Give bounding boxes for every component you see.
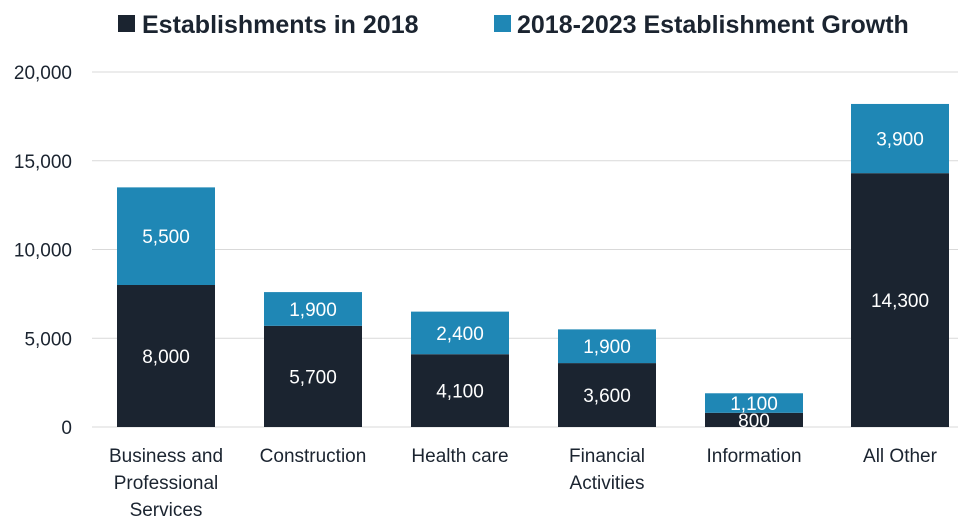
data-label: 1,900 (289, 300, 337, 321)
x-tick-label: Activities (570, 473, 645, 494)
x-tick-label: All Other (863, 446, 938, 467)
bar-segment-0-4 (705, 412, 803, 427)
data-label: 14,300 (871, 291, 929, 312)
legend-swatch-1 (494, 15, 511, 32)
y-tick-label: 5,000 (24, 329, 72, 350)
data-label: 4,100 (436, 382, 484, 403)
x-tick-label: Health care (411, 446, 508, 467)
legend-label-1: 2018-2023 Establishment Growth (517, 11, 909, 39)
legend: Establishments in 2018 2018-2023 Establis… (118, 11, 909, 39)
x-axis: Business and Professional Services Construc… (109, 446, 938, 517)
x-tick-label: Information (706, 446, 801, 467)
bars: 8,000 5,500 5,700 1,900 4,100 2,400 3,600 1,900… (117, 103, 949, 432)
x-tick-label: Professional (114, 473, 219, 494)
y-tick-label: 0 (61, 418, 72, 439)
data-label: 5,500 (142, 227, 190, 248)
bar-segment-0-0 (117, 285, 215, 427)
bar-segment-0-2 (411, 354, 509, 427)
data-label: 1,900 (583, 337, 631, 358)
x-tick-label: Business and (109, 446, 223, 467)
legend-swatch-0 (118, 15, 135, 32)
data-label: 3,900 (876, 130, 924, 151)
legend-label-0: Establishments in 2018 (142, 11, 419, 39)
x-tick-label: Services (130, 500, 203, 517)
data-label: 1,100 (730, 394, 778, 415)
bar-segment-1-5 (851, 103, 949, 174)
y-tick-label: 20,000 (14, 63, 72, 84)
bar-segment-1-4 (705, 393, 803, 413)
data-label: 2,400 (436, 324, 484, 345)
bar-segment-1-0 (117, 187, 215, 285)
y-axis: 0 5,000 10,000 15,000 20,000 (14, 63, 72, 439)
bar-segment-1-2 (411, 311, 509, 355)
bar-segment-1-3 (558, 329, 656, 364)
bar-segment-1-1 (264, 292, 362, 326)
y-tick-label: 15,000 (14, 152, 72, 173)
data-label: 3,600 (583, 386, 631, 407)
x-tick-label: Construction (260, 446, 367, 467)
gridlines (92, 71, 958, 428)
bar-segment-0-1 (264, 325, 362, 427)
y-tick-label: 10,000 (14, 241, 72, 262)
x-tick-label: Financial (569, 446, 645, 467)
bar-segment-0-5 (851, 173, 949, 427)
bar-segment-0-3 (558, 363, 656, 427)
data-label: 8,000 (142, 347, 190, 368)
data-label: 800 (738, 411, 770, 432)
data-label: 5,700 (289, 367, 337, 388)
